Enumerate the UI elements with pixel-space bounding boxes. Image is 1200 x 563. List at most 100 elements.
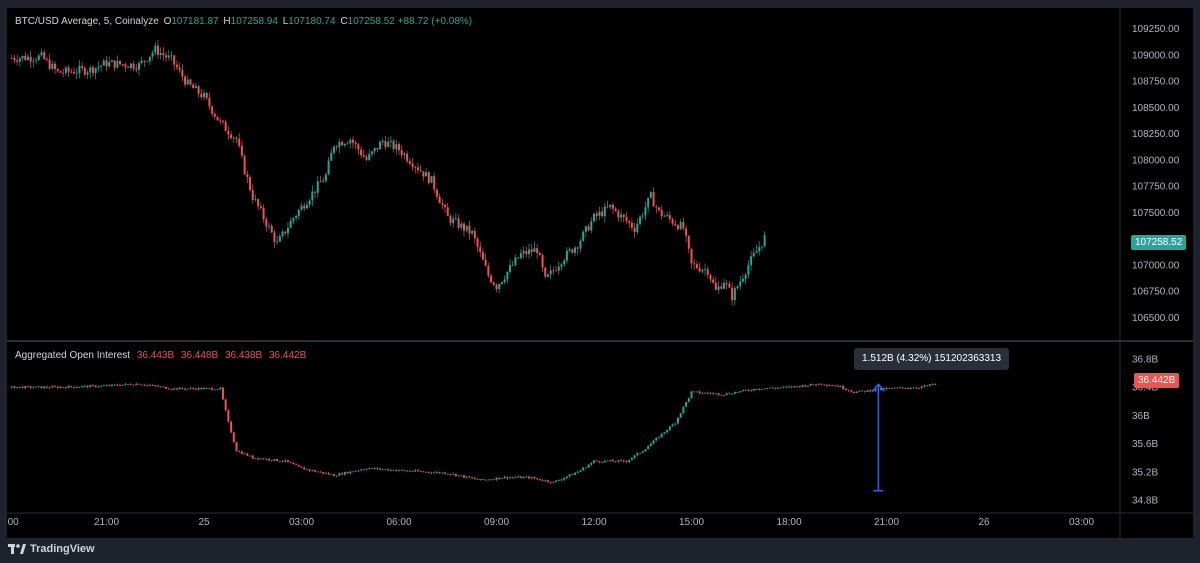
oi-candle-267 [733,391,736,395]
oi-candle-99 [278,460,281,462]
price-candle-body [668,215,671,220]
price-candle-5 [24,51,27,61]
price-candle-0 [10,54,13,59]
oi-candle-body [674,423,677,425]
oi-candle-body [755,388,758,390]
oi-candle-body [89,385,92,388]
oi-candle-301 [825,383,828,387]
oi-candle-115 [322,471,325,475]
oi-candle-body [747,390,750,391]
price-candle-107 [300,202,303,211]
oi-candle-218 [601,461,604,463]
price-candle-184 [509,259,512,275]
oi-candle-5 [24,385,27,390]
oi-candle-body [782,386,785,388]
oi-candle-body [709,393,712,395]
oi-candle-155 [430,471,433,475]
price-candle-226 [622,213,625,223]
oi-candle-279 [766,387,769,389]
price-candle-body [70,71,73,73]
price-candle-148 [411,157,414,172]
price-tick-label: 109000.00 [1132,50,1180,61]
oi-candle-body [181,387,184,389]
price-candle-body [660,209,663,217]
oi-candle-37 [110,384,113,388]
oi-candle-body [725,393,728,396]
oi-candle-230 [633,455,636,460]
oi-candle-311 [853,391,855,394]
price-candle-14 [48,53,51,71]
oi-candle-body [192,388,195,389]
time-tick-label: 8:00 [7,517,19,528]
oi-candle-135 [376,466,379,471]
price-candle-116 [324,172,327,183]
oi-candle-body [484,479,487,481]
price-candle-body [582,231,585,241]
price-candle-60 [173,54,176,71]
oi-candle-body [35,386,38,388]
price-candle-body [744,274,747,279]
price-candle-174 [481,248,484,260]
price-candle-109 [305,200,308,210]
oi-candle-body [798,386,801,388]
price-candle-76 [216,116,219,121]
oi-candle-body [376,468,379,470]
price-candle-199 [549,265,552,280]
oi-candle-body [121,384,124,386]
oi-candle-body [322,472,325,474]
oi-candle-237 [652,439,655,445]
oi-candle-body [273,459,276,461]
chart-frame[interactable]: 109250.00 109000.00 108750.00 108500.00 1082… [7,8,1193,538]
price-candle-body [530,249,533,252]
footer-brand[interactable]: TradingView [8,541,95,557]
price-candle-239 [658,206,660,212]
price-candle-body [427,172,430,183]
oi-candle-body [844,388,847,390]
oi-candle-184 [509,476,512,479]
oi-candle-90 [254,458,257,460]
price-candle-27 [83,65,86,77]
oi-candle-body [473,478,476,480]
low-value: 107180.74 [288,16,336,27]
price-candle-body [54,63,57,70]
oi-candle-body [528,476,530,479]
oi-candle-245 [674,423,677,426]
oi-candle-body [899,387,902,389]
price-candle-body [628,221,631,223]
oi-candle-body [408,470,411,472]
price-candle-137 [381,138,384,146]
price-candle-3 [18,56,21,67]
oi-candle-295 [809,383,812,387]
price-candle-body [86,72,89,75]
price-candle-13 [45,56,48,62]
price-candle-body [13,57,16,61]
oi-candle-body [750,390,753,392]
price-candle-241 [663,214,666,217]
price-candle-body [490,275,493,283]
oi-candle-body [923,385,926,387]
oi-candle-body [557,480,560,482]
oi-candle-body [622,460,625,462]
oi-candle-193 [533,476,536,480]
price-candle-146 [406,150,409,164]
oi-candle-body [62,387,65,388]
oi-candle-50 [146,384,149,387]
oi-candle-body [108,385,111,387]
oi-candle-17 [56,385,59,389]
oi-candle-body [132,384,135,386]
price-candle-79 [224,119,227,132]
price-candle-body [625,217,628,222]
oi-candle-body [311,470,314,471]
price-candle-209 [576,246,579,255]
oi-candle-body [866,390,869,392]
price-candle-210 [579,238,582,253]
price-candle-body [45,59,48,60]
price-candle-body [319,181,322,183]
oi-candle-body [16,387,19,389]
oi-candle-body [630,457,633,460]
price-candle-139 [387,137,390,148]
chart-canvas[interactable]: 109250.00 109000.00 108750.00 108500.00 1082… [7,8,1193,538]
price-candle-4 [21,55,24,62]
oi-candle-275 [755,388,758,391]
oi-candle-56 [162,385,165,388]
